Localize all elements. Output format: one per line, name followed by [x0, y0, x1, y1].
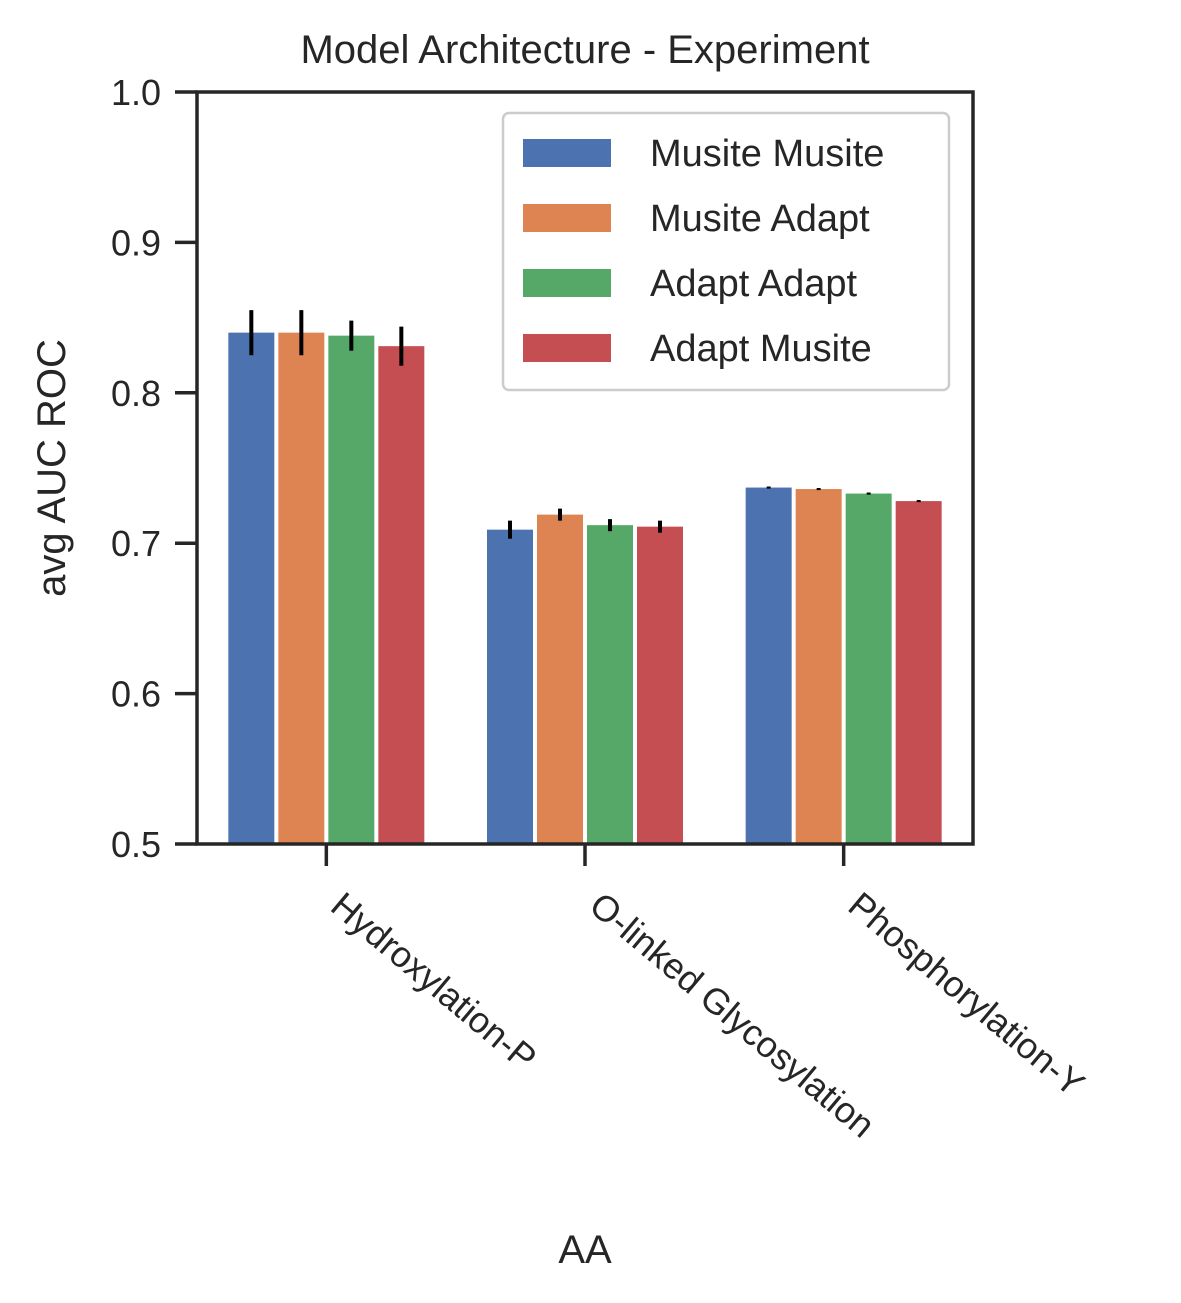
legend-swatch: [523, 139, 611, 167]
bar: [378, 346, 425, 844]
legend-entry: Musite Adapt: [650, 198, 870, 240]
bar: [537, 514, 583, 844]
x-tick-label: O-linked Glycosylation: [582, 884, 883, 1146]
legend-swatch: [523, 334, 611, 362]
bar: [487, 529, 533, 844]
bar: [745, 487, 792, 844]
y-tick-label: 0.5: [111, 824, 161, 865]
y-tick-label: 0.6: [111, 674, 161, 715]
y-axis: 0.5 0.6 0.7 0.8 0.9 1.0: [111, 72, 197, 865]
bar: [228, 332, 275, 844]
y-tick-label: 0.8: [111, 373, 161, 414]
legend-entry: Adapt Musite: [650, 328, 872, 370]
x-tick-label: Phosphorylation-Y: [841, 884, 1093, 1104]
bar: [795, 489, 842, 844]
x-axis-label: AA: [558, 1228, 612, 1272]
bar: [895, 501, 942, 844]
chart-title: Model Architecture - Experiment: [300, 28, 869, 72]
bar: [587, 525, 633, 844]
legend: Musite Musite Musite Adapt Adapt Adapt Adap…: [501, 111, 951, 392]
bars-layer: [228, 332, 942, 844]
legend-entry: Adapt Adapt: [650, 263, 858, 305]
legend-swatch: [523, 204, 611, 232]
y-tick-label: 1.0: [111, 72, 161, 113]
bar: [845, 493, 892, 844]
error-bars-layer: [249, 310, 921, 539]
legend-swatch: [523, 269, 611, 297]
bar: [278, 332, 325, 844]
bar: [637, 526, 683, 844]
x-axis: Hydroxylation-P O-linked GlycosylationPho…: [323, 844, 1093, 1146]
y-axis-label: avg AUC ROC: [30, 339, 74, 597]
legend-box: [501, 111, 951, 392]
y-tick-label: 0.7: [111, 523, 161, 564]
legend-entry: Musite Musite: [650, 133, 884, 175]
bar: [328, 335, 375, 844]
x-tick-label: Hydroxylation-P: [323, 884, 544, 1079]
y-tick-label: 0.9: [111, 222, 161, 263]
